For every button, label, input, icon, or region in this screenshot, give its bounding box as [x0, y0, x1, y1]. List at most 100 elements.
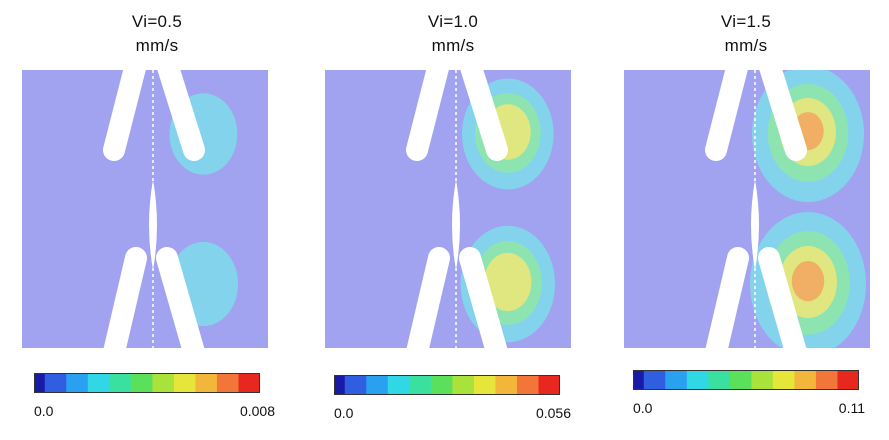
- colorbar-segment: [815, 370, 828, 390]
- colorbar-segment: [173, 373, 186, 393]
- central-slit: [751, 180, 759, 270]
- colorbar-segment: [34, 373, 46, 393]
- contour-map: [325, 70, 571, 348]
- colorbar-segment: [141, 373, 153, 393]
- colorbar: [34, 373, 260, 393]
- colorbar-segment: [77, 373, 89, 393]
- colorbar-max-label: 0.056: [535, 405, 571, 421]
- colorbar-segment: [837, 370, 849, 390]
- colorbar-segment: [527, 375, 540, 395]
- colorbar-segment: [495, 375, 507, 395]
- colorbar-segment: [473, 375, 486, 395]
- colorbar-segment: [452, 375, 464, 395]
- colorbar-segment: [794, 370, 806, 390]
- stent-strut: [156, 247, 205, 348]
- colorbar-segment: [109, 373, 121, 393]
- colorbar-segment: [762, 370, 774, 390]
- panel-vi-1-0: Vi=1.0 mm/s 0.0 0.056: [323, 0, 583, 440]
- panel-title-velocity: Vi=1.0: [427, 12, 479, 31]
- colorbar-segment: [805, 370, 817, 390]
- colorbar-segment: [66, 373, 78, 393]
- colorbar-segment: [643, 370, 656, 390]
- stent-strut: [406, 70, 449, 161]
- colorbar-segment: [676, 370, 688, 390]
- colorbar-max-label: 0.11: [838, 400, 865, 416]
- colorbar-segment: [751, 370, 763, 390]
- stent-strut: [705, 247, 749, 348]
- stent-strut: [759, 70, 807, 161]
- colorbar-segment: [719, 370, 731, 390]
- colorbar-segment: [334, 375, 346, 395]
- central-slit: [149, 180, 157, 270]
- colorbar-segment: [206, 373, 218, 393]
- colorbar-segment: [387, 375, 400, 395]
- colorbar: [633, 370, 859, 390]
- colorbar-segment: [430, 375, 443, 395]
- colorbar-segment: [163, 373, 175, 393]
- colorbar-segment: [130, 373, 143, 393]
- colorbar-segment: [55, 373, 67, 393]
- colorbar-segment: [44, 373, 57, 393]
- colorbar-segment: [420, 375, 432, 395]
- colorbar-segment: [249, 373, 260, 393]
- colorbar-segment: [633, 370, 645, 390]
- colorbar-segment: [184, 373, 197, 393]
- colorbar-segment: [516, 375, 529, 395]
- panel-title-velocity: Vi=1.5: [720, 12, 772, 31]
- colorbar-segment: [87, 373, 100, 393]
- colorbar-segment: [195, 373, 207, 393]
- contour-map: [624, 70, 870, 348]
- colorbar-segment: [409, 375, 421, 395]
- stent-strut: [157, 70, 205, 161]
- colorbar-segment: [98, 373, 110, 393]
- colorbar-segment: [484, 375, 497, 395]
- colorbar-segment: [463, 375, 475, 395]
- stent-strut: [103, 70, 146, 161]
- stent-strut: [705, 70, 748, 161]
- panel-title-unit: mm/s: [135, 36, 179, 55]
- panel-title-velocity: Vi=0.5: [131, 12, 183, 31]
- colorbar-segment: [344, 375, 357, 395]
- colorbar-segment: [740, 370, 752, 390]
- stent-strut: [460, 70, 508, 161]
- colorbar-min-label: 0.0: [334, 405, 354, 421]
- colorbar-segment: [783, 370, 796, 390]
- central-slit: [452, 180, 460, 270]
- colorbar-segment: [355, 375, 367, 395]
- stent-strut: [103, 247, 147, 348]
- colorbar-segment: [238, 373, 250, 393]
- colorbar-segment: [398, 375, 410, 395]
- colorbar-segment: [538, 375, 550, 395]
- colorbar-segment: [506, 375, 518, 395]
- panel-title-unit: mm/s: [724, 36, 768, 55]
- colorbar-segment: [377, 375, 389, 395]
- colorbar-segment: [654, 370, 666, 390]
- colorbar-segment: [826, 370, 839, 390]
- colorbar-segment: [665, 370, 677, 390]
- colorbar-segment: [729, 370, 742, 390]
- stent-strut: [406, 247, 450, 348]
- colorbar-border: [633, 370, 859, 390]
- colorbar-segment: [772, 370, 785, 390]
- colorbar-min-label: 0.0: [34, 403, 54, 419]
- contour-level: [484, 252, 532, 312]
- colorbar: [334, 375, 560, 395]
- colorbar-segment: [216, 373, 229, 393]
- colorbar-border: [334, 375, 560, 395]
- panel-title-unit: mm/s: [431, 36, 475, 55]
- colorbar-segment: [227, 373, 240, 393]
- stent-strut: [758, 247, 807, 348]
- colorbar-segment: [441, 375, 453, 395]
- colorbar-segment: [686, 370, 699, 390]
- colorbar-min-label: 0.0: [633, 400, 653, 416]
- stent-strut: [459, 247, 508, 348]
- colorbar-segment: [848, 370, 859, 390]
- contour-map: [22, 70, 268, 348]
- colorbar-segment: [697, 370, 709, 390]
- colorbar-segment: [708, 370, 720, 390]
- contour-level: [791, 260, 825, 302]
- colorbar-border: [34, 373, 260, 393]
- colorbar-segment: [120, 373, 132, 393]
- colorbar-segment: [366, 375, 378, 395]
